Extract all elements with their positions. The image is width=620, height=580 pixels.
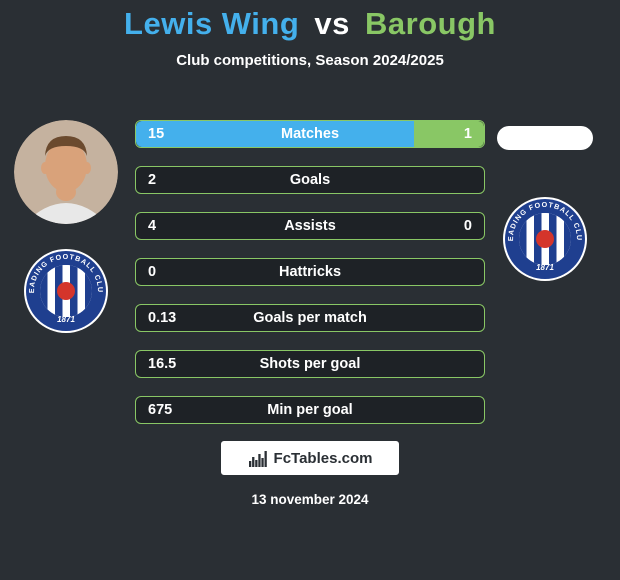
brand-mark-icon <box>248 448 268 468</box>
club-badge-icon: READING FOOTBALL CLUB 1871 <box>502 196 588 282</box>
right-column: READING FOOTBALL CLUB 1871 <box>487 120 602 282</box>
player1-avatar <box>14 120 118 224</box>
stat-row: 0.13Goals per match <box>135 304 485 332</box>
footer: FcTables.com 13 november 2024 <box>0 440 620 507</box>
stat-label: Shots per goal <box>136 351 484 377</box>
stat-row: 16.5Shots per goal <box>135 350 485 378</box>
stat-label: Min per goal <box>136 397 484 423</box>
brand-text: FcTables.com <box>274 450 373 467</box>
badge-year: 1871 <box>536 263 554 272</box>
stat-label: Goals <box>136 167 484 193</box>
stat-label: Hattricks <box>136 259 484 285</box>
avatar-icon <box>14 120 118 224</box>
player1-club-badge: READING FOOTBALL CLUB 1871 <box>23 248 109 334</box>
stat-row: 2Goals <box>135 166 485 194</box>
badge-year: 1871 <box>57 315 75 324</box>
left-column: READING FOOTBALL CLUB 1871 <box>8 120 123 334</box>
player2-club-badge: READING FOOTBALL CLUB 1871 <box>502 196 588 282</box>
title-player1: Lewis Wing <box>124 6 299 41</box>
title-player2: Barough <box>365 6 496 41</box>
stat-row: 4Assists0 <box>135 212 485 240</box>
stat-value-right: 1 <box>464 121 472 147</box>
footer-date: 13 november 2024 <box>251 492 368 507</box>
comparison-card: Lewis Wing vs Barough Club competitions,… <box>0 0 620 580</box>
title-vs: vs <box>314 6 349 41</box>
player2-avatar-placeholder <box>497 126 593 150</box>
stat-row: 675Min per goal <box>135 396 485 424</box>
stat-label: Matches <box>136 121 484 147</box>
brand-box: FcTables.com <box>220 440 400 476</box>
stat-label: Assists <box>136 213 484 239</box>
stat-bars: 15Matches12Goals4Assists00Hattricks0.13G… <box>135 120 485 424</box>
stat-label: Goals per match <box>136 305 484 331</box>
club-badge-icon: READING FOOTBALL CLUB 1871 <box>23 248 109 334</box>
stat-value-right: 0 <box>464 213 472 239</box>
stat-row: 15Matches1 <box>135 120 485 148</box>
subtitle: Club competitions, Season 2024/2025 <box>0 52 620 69</box>
title: Lewis Wing vs Barough <box>0 0 620 42</box>
stat-row: 0Hattricks <box>135 258 485 286</box>
